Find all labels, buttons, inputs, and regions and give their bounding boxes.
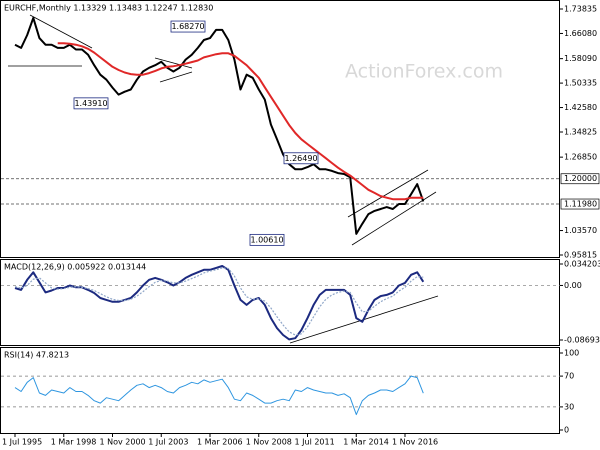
level-label: 1.11980 (564, 200, 597, 209)
x-tick-label: 1 Mar 2014 (343, 438, 389, 447)
x-tick-label: 1 Jul 1995 (2, 438, 42, 447)
trendline (347, 169, 429, 218)
annotation-label: 1.26490 (284, 154, 317, 163)
watermark: ActionForex.com (345, 61, 503, 83)
x-tick-label: 1 Jul 2003 (148, 438, 188, 447)
trendline (29, 14, 93, 49)
x-tick-label: 1 Nov 2000 (100, 438, 146, 447)
level-box (560, 198, 600, 210)
y-tick-label: 0.95815 (564, 251, 597, 260)
trendline (159, 71, 193, 83)
series-line (14, 265, 425, 341)
panel-title: RSI(14) 47.8213 (4, 351, 69, 360)
level-box (560, 173, 600, 185)
series-line (14, 375, 424, 416)
y-tick-label: 1.26850 (564, 153, 597, 162)
y-tick-label: 1.03570 (564, 226, 597, 235)
rsi-panel (0, 347, 560, 434)
price-panel (0, 0, 560, 258)
x-tick-label: 1 Mar 1998 (51, 438, 97, 447)
y-tick-label: 0.00 (564, 281, 582, 290)
annotation-box (283, 152, 319, 165)
series-line (14, 16, 425, 235)
y-tick-label: 1.34825 (564, 128, 597, 137)
panel-title: EURCHF,Monthly 1.13329 1.13483 1.12247 1… (4, 4, 213, 13)
series-line (57, 42, 424, 201)
x-tick-label: 1 Jul 2011 (295, 438, 335, 447)
annotation-label: 1.68270 (171, 22, 204, 31)
y-tick-label: 70 (564, 372, 574, 381)
y-tick-label: 1.73835 (564, 5, 597, 14)
x-tick-label: 1 Mar 2006 (197, 438, 243, 447)
y-tick-label: 100 (564, 349, 579, 358)
y-tick-label: -0.086933 (564, 336, 600, 345)
y-tick-label: 1.58090 (564, 54, 597, 63)
annotation-label: 1.43910 (74, 99, 107, 108)
y-tick-label: 0 (564, 426, 569, 435)
y-tick-label: 30 (564, 402, 574, 411)
annotation-box (249, 233, 285, 246)
level-label: 1.20000 (564, 174, 597, 183)
series-line (14, 267, 424, 336)
trendline (154, 57, 193, 69)
trendline (351, 191, 437, 246)
annotation-box (73, 97, 109, 110)
y-tick-label: 1.42580 (564, 103, 597, 112)
annotation-label: 1.00610 (250, 235, 283, 244)
macd-panel (0, 259, 560, 346)
x-tick-label: 1 Nov 2008 (246, 438, 292, 447)
x-tick-label: 1 Nov 2016 (392, 438, 438, 447)
y-tick-label: 1.50335 (564, 79, 597, 88)
y-tick-label: 0.034203 (564, 260, 600, 269)
panel-title: MACD(12,26,9) 0.005922 0.013144 (4, 263, 146, 272)
annotation-box (170, 20, 206, 33)
y-tick-label: 1.66080 (564, 29, 597, 38)
